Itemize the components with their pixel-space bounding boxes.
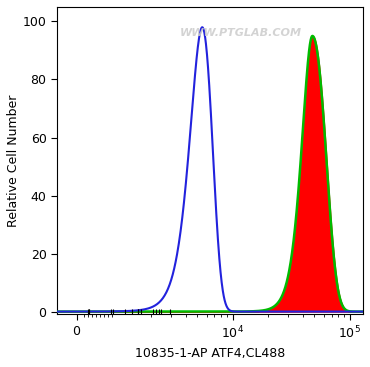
- Y-axis label: Relative Cell Number: Relative Cell Number: [7, 95, 20, 227]
- X-axis label: 10835-1-AP ATF4,CL488: 10835-1-AP ATF4,CL488: [135, 347, 285, 360]
- Text: WWW.PTGLAB.COM: WWW.PTGLAB.COM: [179, 29, 302, 39]
